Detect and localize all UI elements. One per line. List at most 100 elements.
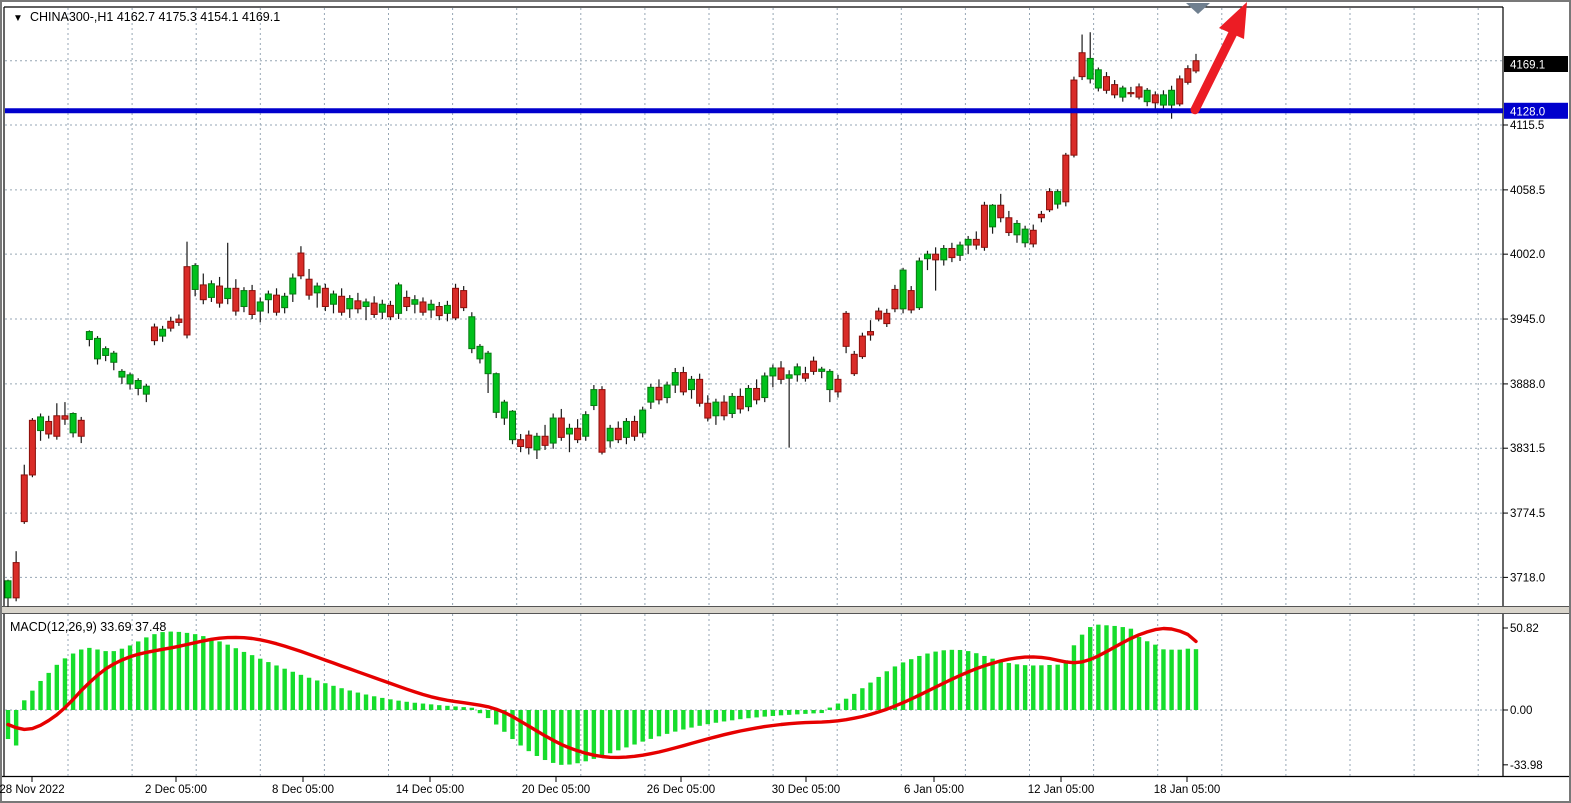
macd-bar	[998, 661, 1003, 710]
macd-bar	[1088, 627, 1093, 710]
macd-bar	[79, 649, 84, 710]
candle-bear	[370, 302, 378, 315]
collapse-triangle-icon[interactable]: ▼	[13, 13, 23, 24]
time-axis-label: 12 Jan 05:00	[1028, 784, 1095, 796]
macd-bar	[54, 664, 60, 710]
macd-bar	[38, 680, 43, 710]
macd-bar	[599, 710, 605, 757]
macd-bar	[591, 710, 597, 759]
macd-bar	[502, 710, 507, 732]
candle-bull	[712, 401, 720, 417]
macd-bar	[396, 700, 401, 710]
macd-bar	[803, 710, 808, 714]
macd-bar	[1120, 627, 1125, 710]
candle-bull	[818, 368, 826, 372]
candle-bear	[452, 287, 460, 319]
candle-bear	[867, 331, 875, 336]
candle-bull	[1119, 87, 1127, 98]
candle-bull	[468, 316, 476, 350]
macd-bar	[1169, 649, 1174, 710]
candle-bear	[1151, 94, 1159, 104]
candle-bull	[671, 372, 679, 386]
down-triangle-marker[interactable]	[1186, 3, 1210, 14]
candle-bull	[378, 303, 386, 313]
candle-bull	[1143, 89, 1151, 103]
candle-bear	[801, 373, 809, 379]
macd-bar	[103, 651, 108, 710]
candle-bear	[386, 304, 394, 318]
macd-bar	[738, 710, 743, 720]
macd-bar	[1104, 625, 1109, 710]
macd-bar	[762, 710, 767, 717]
candle-bull	[191, 265, 199, 290]
candle-bull	[785, 374, 793, 379]
candle-bear	[883, 312, 891, 325]
macd-bar	[770, 710, 776, 716]
macd-bar	[168, 631, 173, 710]
line-price-tag	[1504, 102, 1568, 119]
macd-bar	[835, 703, 841, 710]
down-triangle-icon[interactable]	[1186, 3, 1210, 14]
macd-bar	[673, 710, 678, 732]
candle-bear	[435, 306, 443, 317]
time-axis-label: 30 Dec 05:00	[772, 784, 840, 796]
candle-bull	[476, 345, 484, 360]
macd-bar	[428, 704, 434, 710]
candle-bull	[1159, 94, 1167, 106]
macd-bar	[819, 710, 824, 714]
candle-bear	[704, 402, 712, 419]
time-axis-label: 26 Dec 05:00	[647, 784, 715, 796]
macd-bar	[624, 710, 629, 748]
panel-separator[interactable]	[2, 607, 1569, 613]
candle-bull	[1054, 191, 1062, 205]
time-axis-label: 28 Nov 2022	[0, 784, 65, 796]
candle-bull	[443, 304, 451, 314]
time-axis[interactable]: 28 Nov 2022 2 Dec 05:00 8 Dec 05:00 14 Dec …	[0, 777, 1220, 796]
candle-bull	[313, 285, 321, 294]
candle-bull	[663, 384, 671, 399]
macd-bar	[282, 668, 287, 710]
candle-bear	[419, 301, 427, 313]
macd-bar	[225, 644, 230, 710]
candle-bear	[297, 252, 305, 277]
candle-bull	[134, 379, 142, 389]
candle-bull	[989, 204, 997, 228]
candle-bull	[102, 348, 110, 356]
macd-bar	[1039, 665, 1044, 710]
price-tags: 4169.1 4128.0	[1504, 56, 1568, 119]
candle-bull	[395, 284, 403, 314]
macd-bar	[965, 651, 971, 710]
candle-bull	[500, 401, 508, 419]
candle-bull	[533, 435, 541, 451]
candle-bear	[167, 320, 175, 329]
arrow-head	[1219, 2, 1247, 39]
candle-bear	[972, 238, 980, 246]
arrow-shaft[interactable]	[1190, 28, 1238, 115]
macd-bar	[30, 690, 35, 710]
candle-bear	[1005, 217, 1013, 234]
macd-bar	[1128, 628, 1134, 710]
macd-bar	[209, 638, 214, 710]
candle-bull	[207, 283, 215, 298]
candle-bear	[248, 290, 256, 315]
macd-bar	[323, 683, 328, 710]
macd-bar	[144, 637, 149, 710]
macd-bar	[46, 672, 51, 710]
macd-bar	[648, 710, 654, 739]
candle-bear	[1102, 76, 1110, 91]
candle-bear	[948, 247, 956, 259]
candle-bear	[216, 285, 224, 304]
macd-bar	[1047, 664, 1052, 710]
macd-bar	[1071, 645, 1077, 710]
candle-bull	[761, 375, 769, 399]
macd-bar	[388, 699, 393, 710]
macd-label: MACD(12,26,9) 33.69 37.48	[10, 620, 166, 634]
macd-bar	[917, 655, 922, 710]
up-arrow-annotation[interactable]	[1190, 2, 1247, 115]
price-axis[interactable]: 4115.5 4058.5 4002.0 3945.0 3888.0 3831.5 3774…	[1503, 120, 1545, 772]
line-price-tag-text: 4128.0	[1510, 106, 1545, 118]
macd-bar	[567, 710, 572, 765]
price-axis-label: 4115.5	[1510, 120, 1544, 132]
candle-bull	[492, 373, 500, 413]
